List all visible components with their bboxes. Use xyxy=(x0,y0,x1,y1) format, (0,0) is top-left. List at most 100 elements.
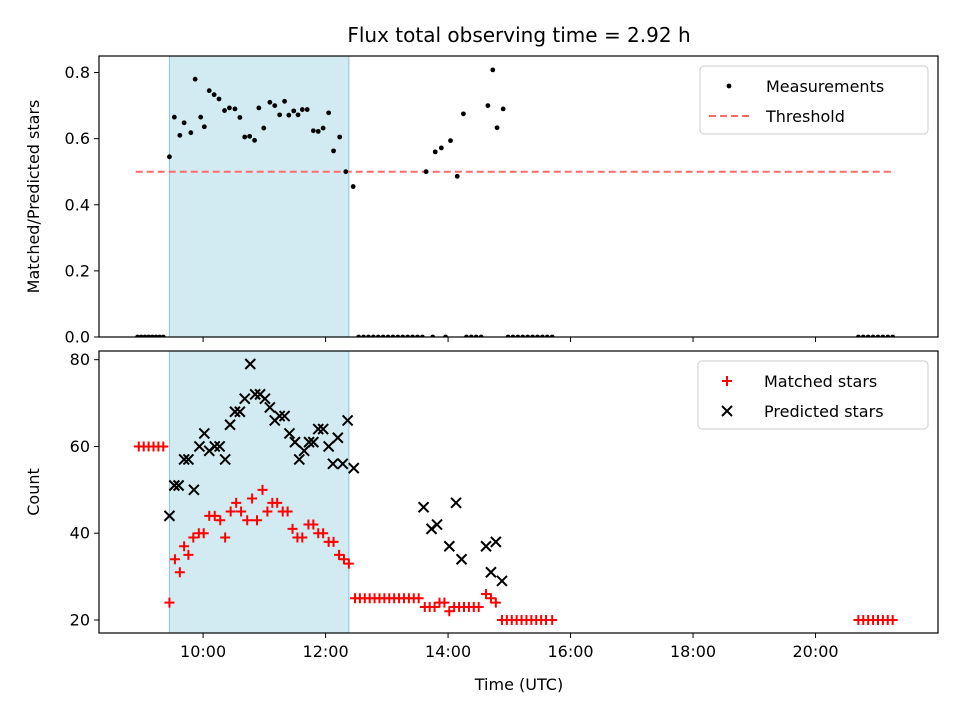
measurements-point xyxy=(216,96,222,102)
matched-stars-point xyxy=(485,593,496,604)
legend-box xyxy=(697,360,929,430)
predicted-stars-point xyxy=(209,440,221,453)
predicted-stars-point xyxy=(327,458,339,470)
predicted-stars-point xyxy=(417,501,430,513)
measurements-point xyxy=(310,128,316,134)
predicted-stars-point xyxy=(264,401,276,414)
matched-stars-point xyxy=(318,528,329,539)
predicted-stars-point xyxy=(178,453,190,466)
y-tick-label: 0.2 xyxy=(65,261,90,280)
legend-label: Threshold xyxy=(765,107,845,126)
matched-stars-point xyxy=(188,532,199,543)
predicted-stars-point xyxy=(234,406,246,418)
predicted-stars-point xyxy=(480,540,492,552)
matched-stars-point xyxy=(308,519,319,530)
predicted-stars-point xyxy=(229,406,241,418)
measurements-legend-symbol xyxy=(726,83,732,89)
predicted-stars-point xyxy=(485,566,497,578)
measurements-point xyxy=(167,154,172,160)
measurements-point xyxy=(343,169,349,175)
matched-stars-point xyxy=(169,554,180,565)
measurements-point xyxy=(460,111,466,117)
measurements-point xyxy=(237,115,243,120)
measurements-point xyxy=(256,105,262,111)
y-tick-label: 80 xyxy=(70,350,90,369)
predicted-stars-point xyxy=(289,436,301,448)
matched-stars-point xyxy=(215,515,226,526)
measurements-point xyxy=(171,114,177,120)
matched-stars-point xyxy=(209,510,220,521)
legend-label: Matched stars xyxy=(764,372,877,391)
predicted-stars-point xyxy=(163,510,176,522)
measurements-point xyxy=(192,76,198,82)
matched-stars-point xyxy=(439,597,450,608)
measurements-point xyxy=(198,114,204,120)
predicted-stars-point xyxy=(332,432,344,444)
measurements-point xyxy=(454,173,460,179)
predicted-stars-point xyxy=(298,445,310,457)
predicted-stars-point xyxy=(278,410,291,422)
measurements-point xyxy=(326,110,332,116)
measurements-point xyxy=(337,134,343,140)
matched-stars-point xyxy=(413,593,424,604)
matched-stars-point xyxy=(247,493,258,504)
predicted-stars-point xyxy=(337,458,349,470)
predicted-stars-point xyxy=(193,440,206,453)
matched-stars-legend-symbol xyxy=(722,376,732,386)
predicted-stars-point xyxy=(219,453,231,466)
measurements-point xyxy=(490,67,496,73)
matched-stars-point xyxy=(257,484,268,495)
predicted-stars-point xyxy=(348,462,360,474)
predicted-stars-point xyxy=(213,440,226,453)
matched-stars-point xyxy=(272,497,283,508)
observing-window-span xyxy=(168,55,350,338)
matched-stars-point xyxy=(231,497,242,508)
matched-stars-point xyxy=(547,614,558,625)
y-tick-label: 0.0 xyxy=(65,328,90,347)
y-tick-label: 0.4 xyxy=(65,195,90,214)
measurements-point xyxy=(291,108,297,114)
matched-stars-point xyxy=(179,541,190,552)
measurements-point xyxy=(282,98,287,104)
x-tick-label: 18:00 xyxy=(670,642,716,661)
measurements-point xyxy=(201,124,207,130)
predicted-stars-point xyxy=(317,423,329,435)
predicted-stars-point xyxy=(168,479,181,492)
legend: Matched stars Predicted stars xyxy=(697,360,929,430)
matched-stars-point xyxy=(242,515,253,526)
measurements-point xyxy=(222,108,227,113)
measurements-point xyxy=(206,88,212,94)
measurements-point xyxy=(277,112,283,118)
measurements-point xyxy=(181,120,187,126)
matched-stars-point xyxy=(183,549,194,560)
x-tick-label: 10:00 xyxy=(180,642,226,661)
measurements-point xyxy=(177,132,183,138)
measurements-point xyxy=(188,130,194,136)
matched-stars-point xyxy=(338,554,349,565)
predicted-stars-point xyxy=(490,536,502,548)
matched-stars-point xyxy=(262,506,273,517)
y-tick-label: 60 xyxy=(70,437,90,456)
predicted-stars-point xyxy=(307,436,320,448)
measurements-point xyxy=(261,125,267,131)
matched-stars-point xyxy=(158,441,169,452)
y-axis-label: Matched/Predicted stars xyxy=(24,100,43,294)
matched-stars-point xyxy=(334,549,345,560)
measurements-point xyxy=(432,149,438,155)
x-tick-label: 14:00 xyxy=(425,642,471,661)
predicted-stars-point xyxy=(172,479,185,492)
predicted-stars-point xyxy=(273,410,286,422)
predicted-stars-point xyxy=(455,553,468,565)
axes-frame xyxy=(98,350,939,634)
predicted-stars-point xyxy=(431,518,443,531)
predicted-stars-point xyxy=(293,453,305,466)
measurements-point xyxy=(331,148,336,154)
chart-title: Flux total observing time = 2.92 h xyxy=(347,23,690,47)
count-panel: 20 40 60 80 10:00 12:00 14:00 16:00 18:00 20:00 Co… xyxy=(24,350,939,661)
matched-stars-point xyxy=(343,558,354,569)
measurements-point xyxy=(295,112,301,118)
predicted-stars-point xyxy=(244,358,256,370)
predicted-stars-point xyxy=(198,427,211,440)
matched-stars-point xyxy=(252,515,263,526)
